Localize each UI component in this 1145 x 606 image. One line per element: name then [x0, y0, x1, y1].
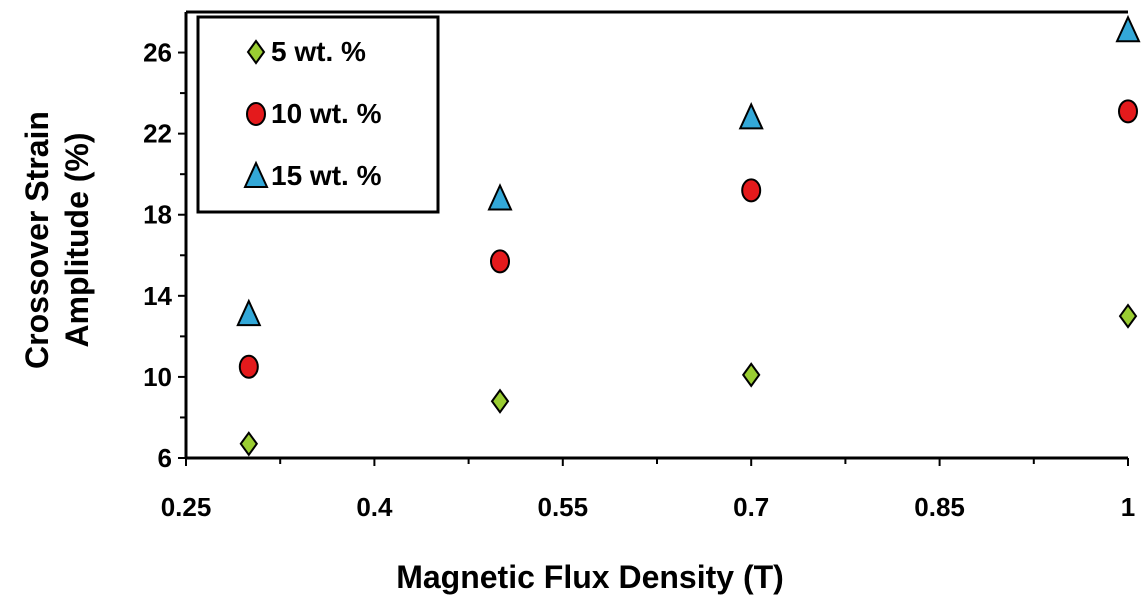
y-axis-title-line-2: Amplitude (%): [59, 132, 95, 347]
data-point-series-3: [738, 102, 764, 130]
legend-marker-series-3: [243, 160, 269, 188]
y-tick-label: 22: [143, 119, 172, 149]
data-markers: [236, 14, 1141, 457]
legend-marker-series-1: [246, 39, 266, 65]
data-point-series-1: [741, 362, 761, 388]
x-tick-label: 0.55: [537, 492, 588, 522]
x-tick-label: 0.4: [356, 492, 393, 522]
data-point-series-1: [239, 431, 259, 457]
data-point-series-3: [487, 183, 513, 211]
x-tick-label: 1: [1121, 492, 1135, 522]
data-point-series-2: [490, 249, 510, 274]
y-tick-label: 10: [143, 362, 172, 392]
data-point-series-3: [1115, 14, 1141, 43]
y-axis-title-line-1: Crossover Strain: [19, 111, 55, 369]
data-point-series-2: [238, 354, 259, 379]
legend-label-series-3: 15 wt. %: [271, 160, 382, 191]
x-tick-label: 0.85: [914, 492, 965, 522]
data-point-series-3: [236, 298, 262, 327]
y-tick-label: 14: [143, 281, 172, 311]
legend: 5 wt. % 10 wt. % 15 wt. %: [196, 15, 440, 214]
x-axis-title: Magnetic Flux Density (T): [396, 559, 784, 595]
data-point-series-2: [1118, 99, 1138, 124]
x-axis-ticks: 0.25 0.4 0.55 0.7 0.85 1: [161, 458, 1135, 522]
data-point-series-2: [741, 178, 762, 203]
legend-marker-series-2: [246, 102, 266, 126]
y-axis-ticks: 6 10 14 18 22 26: [143, 38, 186, 473]
y-tick-label: 6: [158, 443, 172, 473]
legend-box: [196, 15, 440, 214]
x-tick-label: 0.7: [733, 492, 769, 522]
y-tick-label: 18: [143, 200, 172, 230]
x-tick-label: 0.25: [161, 492, 212, 522]
legend-label-series-2: 10 wt. %: [271, 98, 382, 129]
data-point-series-1: [1118, 303, 1138, 329]
data-point-series-1: [490, 388, 510, 414]
legend-label-series-1: 5 wt. %: [271, 36, 366, 67]
y-tick-label: 26: [143, 38, 172, 68]
